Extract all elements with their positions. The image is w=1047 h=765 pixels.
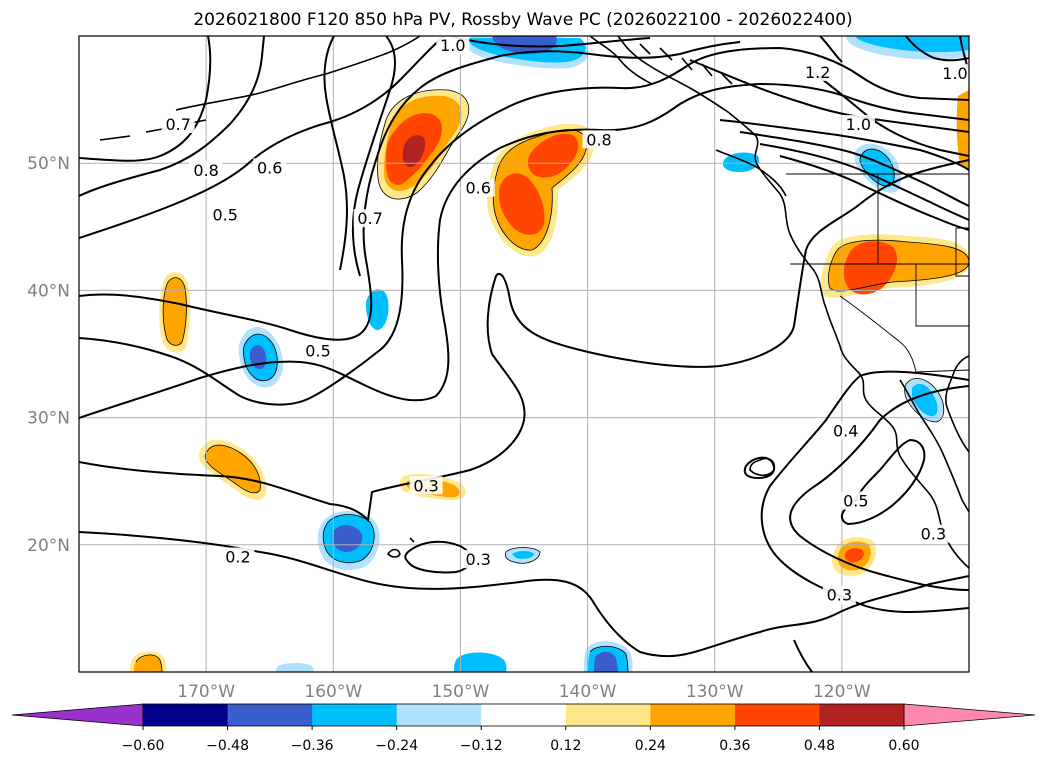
colorbar-segment [227, 704, 313, 726]
pc-anomaly-positive [498, 173, 545, 235]
colorbar: −0.60 −0.48 −0.36 −0.24 −0.12 0.12 0.24 0.36 0.4… [11, 703, 1036, 754]
contour-label: 0.8 [193, 161, 218, 180]
axis-tick-labels: 170°W 160°W 150°W 140°W 130°W 120°W 20°N 30°N 40… [27, 154, 871, 702]
contour-label-bg [829, 421, 863, 440]
lon-tick-label: 170°W [177, 682, 235, 702]
pc-anomaly-positive [163, 277, 187, 346]
pc-anomaly-negative [722, 152, 760, 172]
colorbar-frame [142, 703, 905, 727]
pc-anomaly-negative [454, 652, 507, 672]
contour-label-bg [916, 524, 950, 543]
colorbar-segment [819, 704, 905, 726]
contour-label-bg [436, 36, 470, 55]
colorbar-tick-label: 0.12 [550, 738, 581, 754]
contour-label-bg [353, 209, 387, 228]
contour-label: 0.5 [843, 492, 868, 511]
contour-label-bg [841, 115, 875, 134]
colorbar-tick-label: −0.12 [460, 738, 503, 754]
colorbar-tick-label: −0.48 [206, 738, 249, 754]
chart-title: 2026021800 F120 850 hPa PV, Rossby Wave … [193, 10, 852, 30]
colorbar-segment [734, 704, 820, 726]
pc-anomaly-positive [205, 445, 261, 493]
contour-label: 0.7 [357, 209, 382, 228]
colorbar-tick-label: 0.60 [888, 738, 919, 754]
lon-tick-label: 150°W [432, 682, 490, 702]
contour-label: 0.3 [827, 586, 852, 605]
colorbar-extend-max [903, 703, 1036, 727]
colorbar-extend-min [11, 703, 144, 727]
contour-label-bg [801, 62, 835, 81]
pc-anomaly-positive [528, 133, 579, 178]
contour-label: 0.3 [413, 476, 438, 495]
contour-label: 0.8 [586, 130, 611, 149]
colorbar-segment [481, 704, 567, 726]
political-borders [786, 173, 969, 373]
lon-tick-label: 160°W [304, 682, 362, 702]
pv-contour-labels: 0.2 0.3 0.3 0.3 0.3 0.4 0.5 0.5 0.5 0.6 0.6 0.7 0.7 0… [161, 36, 969, 605]
colorbar-segment [143, 704, 229, 726]
contour-label: 0.6 [257, 158, 282, 177]
pc-anomaly-negative [594, 651, 618, 672]
pc-anomaly-negative [512, 551, 534, 559]
colorbar-tick-label: 0.48 [804, 738, 835, 754]
contour-label: 1.2 [805, 63, 830, 82]
colorbar-segment [565, 704, 651, 726]
map-frame [78, 35, 970, 673]
pc-anomaly-positive [843, 241, 897, 295]
contour-label-bg [208, 205, 242, 224]
contour-label: 0.5 [212, 205, 237, 224]
contour-label: 0.7 [165, 115, 190, 134]
contour-label: 0.3 [921, 525, 946, 544]
contour-label: 0.3 [466, 550, 491, 569]
contour-label: 1.0 [942, 64, 967, 83]
lat-tick-label: 30°N [27, 409, 70, 429]
contour-label-bg [409, 476, 443, 495]
contour-label-bg [461, 550, 495, 569]
contour-label-bg [161, 115, 195, 134]
contour-label-bg [938, 64, 969, 83]
lon-tick-label: 120°W [813, 682, 871, 702]
contour-label: 0.4 [833, 422, 858, 441]
pc-anomaly-positive [134, 654, 162, 672]
pc-anomaly-negative [492, 36, 557, 54]
contour-label-bg [461, 178, 495, 197]
map-area: 0.2 0.3 0.3 0.3 0.3 0.4 0.5 0.5 0.5 0.6 0.6 0.7 0.7 0… [79, 36, 969, 672]
contour-label: 0.5 [305, 341, 330, 360]
lat-tick-label: 40°N [27, 281, 70, 301]
pc-anomaly-positive [845, 547, 864, 563]
colorbar-segment [312, 704, 398, 726]
contour-label: 0.2 [225, 548, 250, 567]
colorbar-segment [396, 704, 482, 726]
colorbar-tick-label: 0.24 [635, 738, 666, 754]
colorbar-tick-label: −0.60 [122, 738, 165, 754]
contour-label: 1.0 [440, 36, 465, 55]
contour-label-bg [221, 547, 255, 566]
contour-label-bg [822, 585, 856, 604]
lon-tick-label: 130°W [686, 682, 744, 702]
contour-label-bg [253, 158, 287, 177]
contour-label-bg [301, 341, 335, 360]
contour-label: 0.6 [466, 179, 491, 198]
contour-label-bg [189, 160, 223, 179]
colorbar-tick-label: −0.24 [375, 738, 418, 754]
colorbar-segment [650, 704, 736, 726]
colorbar-tick-label: 0.36 [719, 738, 750, 754]
lon-tick-label: 140°W [559, 682, 617, 702]
colorbar-tick-label: −0.36 [291, 738, 334, 754]
lat-tick-label: 50°N [27, 154, 70, 174]
pc-anomaly-positive [402, 135, 426, 168]
contour-label: 1.0 [846, 115, 871, 134]
coastlines [99, 36, 969, 569]
pc-anomaly-positive [956, 90, 969, 170]
contour-label-bg [839, 491, 873, 510]
contour-label-bg [582, 130, 616, 149]
lat-tick-label: 20°N [27, 536, 70, 556]
pc-anomaly-negative [276, 663, 314, 672]
